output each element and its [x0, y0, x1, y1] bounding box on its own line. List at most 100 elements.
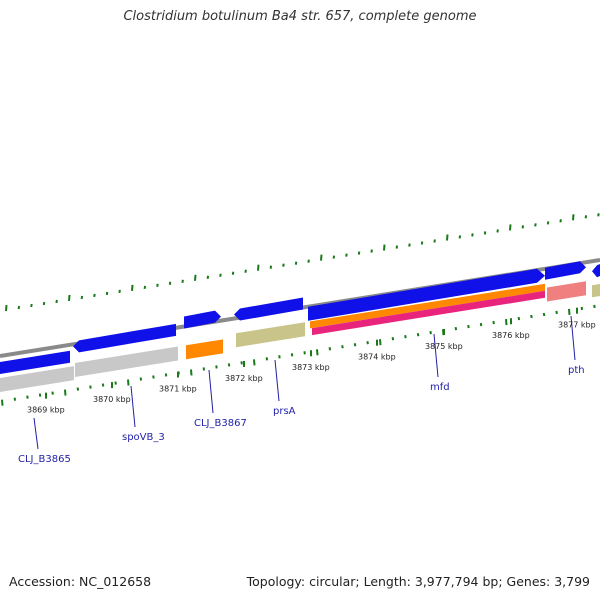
gc-content-mark [379, 339, 382, 346]
gc-content-mark [64, 389, 67, 396]
map-title: Clostridium botulinum Ba4 str. 657, comp… [123, 9, 477, 24]
gc-content-mark [593, 304, 596, 309]
gc-skew-mark [282, 263, 285, 267]
gc-content-mark [454, 326, 458, 331]
gc-skew-mark [156, 283, 159, 288]
gc-skew-mark [219, 273, 222, 277]
gc-content-mark [353, 343, 357, 347]
gc-skew-mark [546, 221, 550, 225]
gc-content-mark [152, 375, 155, 379]
cds-feature [234, 297, 303, 321]
cds-feature [308, 268, 545, 321]
gene-leader-line [33, 417, 39, 450]
genome-summary-text: Topology: circular; Length: 3,977,794 bp… [246, 574, 590, 589]
gc-skew-mark [370, 249, 373, 253]
gc-skew-mark [559, 219, 562, 223]
gc-content-mark [555, 310, 558, 315]
gc-content-mark [51, 391, 54, 395]
gc-content-mark [240, 361, 243, 365]
gc-content-mark [215, 365, 218, 369]
gene-label: prsA [273, 406, 296, 417]
gene-label: mfd [430, 382, 450, 393]
gc-skew-mark [181, 279, 184, 283]
gc-content-mark [366, 341, 369, 345]
gc-skew-mark [93, 293, 96, 298]
gc-skew-mark [572, 214, 575, 221]
gc-content-mark [328, 347, 332, 351]
gc-content-mark [76, 387, 80, 391]
gc-skew-mark [131, 284, 134, 291]
gene-leader-line [130, 385, 136, 428]
gc-skew-mark [105, 291, 109, 296]
gc-content-mark [505, 318, 508, 326]
gc-content-mark [391, 337, 395, 341]
gc-content-mark [114, 381, 117, 385]
kbp-tick-label: 3870 kbp [93, 395, 131, 404]
gene-label: spoVB_3 [122, 432, 165, 443]
gc-content-mark [404, 335, 407, 339]
gc-skew-mark [458, 235, 462, 239]
gc-skew-mark [80, 295, 84, 300]
gc-content-mark [290, 353, 294, 357]
gene-leader-line [433, 333, 439, 378]
gene-leader-line [274, 359, 280, 402]
gc-skew-mark [307, 259, 310, 263]
gc-content-mark [316, 349, 319, 356]
gc-content-mark [568, 308, 571, 316]
gc-skew-mark [345, 253, 348, 257]
kbp-tick-label: 3871 kbp [159, 385, 197, 394]
gc-skew-mark [55, 299, 58, 304]
gene-label: CLJ_B3867 [194, 418, 247, 429]
gene-feature [236, 322, 305, 348]
gc-skew-mark [206, 275, 210, 279]
gc-skew-mark [408, 243, 411, 247]
gc-skew-mark [332, 255, 336, 259]
gc-skew-mark [483, 231, 487, 235]
gene-label: pth [568, 365, 585, 376]
gc-skew-mark [168, 281, 172, 285]
gc-skew-mark [231, 271, 235, 275]
gc-skew-mark [446, 234, 449, 241]
gc-content-mark [101, 383, 105, 387]
gc-content-mark [429, 330, 432, 335]
gc-skew-mark [5, 304, 8, 312]
gc-skew-mark [521, 225, 525, 229]
gc-content-mark [278, 355, 281, 359]
gc-skew-mark [30, 303, 33, 308]
gene-feature [310, 283, 545, 329]
gc-content-mark [139, 377, 143, 381]
gc-skew-mark [395, 245, 399, 249]
gc-content-mark [492, 320, 495, 325]
cds-feature [73, 323, 176, 353]
gc-skew-mark [383, 244, 386, 251]
gc-content-mark [89, 385, 92, 389]
gc-skew-mark [496, 229, 499, 233]
gc-content-mark [542, 312, 546, 317]
gc-content-mark [416, 332, 420, 337]
gc-skew-mark [471, 233, 474, 237]
kbp-tick-label: 3877 kbp [558, 321, 596, 330]
kbp-tick-label: 3875 kbp [425, 342, 463, 351]
gc-content-mark [341, 345, 344, 349]
gc-skew-mark [269, 265, 273, 269]
kbp-tick-label: 3874 kbp [358, 353, 396, 362]
gene-feature [0, 366, 74, 392]
gc-content-mark [26, 395, 29, 399]
gc-content-mark [127, 379, 130, 386]
gc-content-mark [265, 357, 269, 361]
gc-skew-mark [433, 239, 436, 243]
gc-content-mark [164, 373, 168, 377]
kbp-tick-label: 3876 kbp [492, 331, 530, 340]
kbp-tick-label: 3873 kbp [292, 363, 330, 372]
gc-content-mark [227, 363, 231, 367]
gene-leader-line [208, 369, 214, 414]
kbp-tick-label: 3872 kbp [225, 374, 263, 383]
gc-content-mark [13, 397, 17, 401]
gc-skew-mark [118, 289, 121, 294]
gc-content-mark [580, 306, 584, 311]
gc-content-mark [253, 359, 256, 366]
gc-skew-mark [143, 285, 147, 290]
gene-feature [186, 339, 223, 360]
